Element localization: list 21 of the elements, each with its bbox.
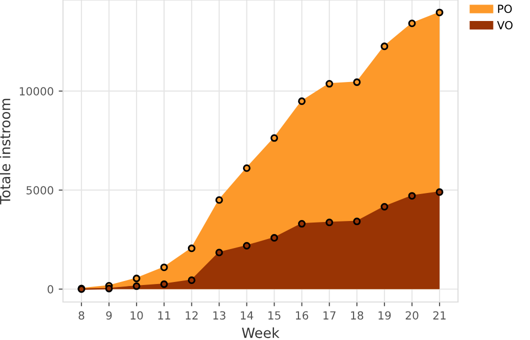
x-tick-label: 11	[158, 311, 170, 320]
x-axis-title: Week	[242, 327, 280, 338]
x-tick-label: 18	[351, 311, 364, 320]
x-tick-label: 20	[406, 311, 418, 320]
x-tick-label: 9	[106, 311, 112, 320]
legend-label: VO	[497, 20, 513, 30]
x-tick-label: 16	[296, 311, 308, 320]
legend-label: PO	[498, 4, 512, 14]
x-tick-label: 14	[240, 311, 254, 320]
x-tick-label: 21	[433, 311, 446, 320]
x-tick-label: 13	[213, 311, 226, 320]
y-tick-label: 0	[48, 285, 54, 294]
x-tick-label: 8	[78, 311, 84, 320]
y-axis-title: Totale instroom	[0, 98, 10, 204]
x-tick-label: 15	[268, 311, 280, 320]
x-tick-label: 17	[324, 311, 336, 320]
x-tick-label: 12	[186, 311, 198, 320]
x-tick-label: 19	[378, 311, 391, 320]
y-tick-label: 5000	[26, 186, 54, 194]
x-tick-label: 10	[130, 311, 143, 320]
y-tick-label: 10000	[20, 87, 54, 96]
